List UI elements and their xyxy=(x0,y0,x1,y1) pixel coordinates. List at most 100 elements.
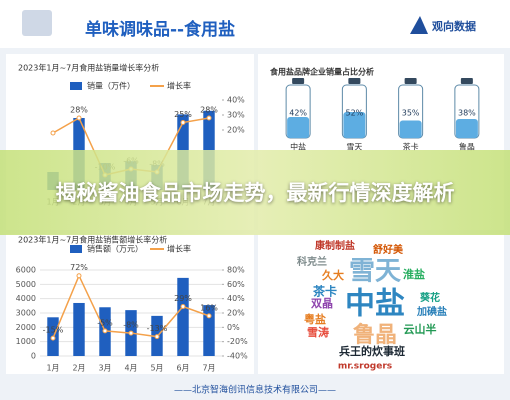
y-tick-label: 5000 xyxy=(16,280,36,289)
category-label: 雪天 xyxy=(346,143,362,152)
cloud-word: 科克兰 xyxy=(297,255,327,268)
legend-label: 销售额（万元） xyxy=(87,244,143,254)
y2-tick-label: -40% xyxy=(227,352,248,361)
bottle-cap xyxy=(292,78,305,84)
legend-label: 增长率 xyxy=(167,244,191,254)
bottle-fill xyxy=(287,117,310,138)
logo-text: 观向数据 xyxy=(432,19,476,33)
cloud-word: 兵王的炊事班 xyxy=(339,344,405,358)
cloud-word: 雪涛 xyxy=(307,325,329,339)
footer: ——北京智海创讯信息技术有限公司—— xyxy=(174,384,336,396)
cloud-word: 粤盐 xyxy=(304,312,326,326)
y-tick-label: 3000 xyxy=(16,309,36,318)
chart-title: 食用盐品牌企业销量占比分析 xyxy=(270,67,374,77)
line-point xyxy=(206,115,212,121)
cloud-word: 舒好美 xyxy=(373,243,404,256)
bottle-cap xyxy=(460,78,473,84)
y-tick-label: 1000 xyxy=(16,337,36,346)
line-point xyxy=(180,120,186,125)
data-label: 35% xyxy=(402,109,420,118)
data-label: 16% xyxy=(200,303,218,312)
cloud-word: 雪天 xyxy=(349,257,401,287)
x-tick-label: 2月 xyxy=(72,364,85,373)
data-label: -13% xyxy=(147,324,168,333)
chart-title: 2023年1月~7月食用盐销售额增长率分析 xyxy=(18,235,167,245)
data-label: 29% xyxy=(174,294,192,303)
chart-title: 2023年1月~7月食用盐销量增长率分析 xyxy=(18,63,159,73)
y-tick-label: 0 xyxy=(31,352,36,361)
cloud-word: 云山半 xyxy=(404,322,437,336)
logo-mark xyxy=(410,16,428,34)
legend-label: 销量（万件） xyxy=(87,81,135,91)
line-point xyxy=(50,130,56,136)
cloud-word: 葵花 xyxy=(420,291,440,304)
y2-tick-label: 40% xyxy=(227,294,245,303)
x-tick-label: 6月 xyxy=(176,364,189,373)
cloud-word: 茶卡 xyxy=(312,284,337,299)
cloud-word: 鲁晶 xyxy=(352,322,397,348)
banner-text: 揭秘酱油食品市场走势，最新行情深度解析 xyxy=(55,180,455,205)
data-label: 72% xyxy=(70,263,88,272)
y2-tick-label: -20% xyxy=(227,337,248,346)
y-tick-label: 4000 xyxy=(16,294,36,303)
data-label: -15% xyxy=(43,326,64,335)
y2-tick-label: 80% xyxy=(227,266,245,275)
data-label: -8% xyxy=(123,321,139,330)
header-title: 单味调味品--食用盐 xyxy=(85,19,235,40)
line-point xyxy=(76,273,82,279)
line-point xyxy=(128,330,134,336)
y-tick-label: 2000 xyxy=(16,323,36,332)
line-point xyxy=(206,313,212,319)
bottle-fill xyxy=(399,120,422,138)
cloud-word: 双晶 xyxy=(311,297,333,310)
cloud-word: 康制制盐 xyxy=(315,239,355,252)
bottle-fill xyxy=(455,119,478,138)
header-bg xyxy=(0,0,510,48)
y2-tick-label: 0% xyxy=(227,323,240,332)
legend-swatch xyxy=(70,245,82,253)
cloud-word: mr.srogers xyxy=(338,362,392,372)
data-label: 52% xyxy=(345,109,363,118)
category-label: 鲁晶 xyxy=(459,142,475,152)
bottle-cap xyxy=(404,78,417,84)
y2-tick-label: 60% xyxy=(227,280,245,289)
cloud-word: 中盐 xyxy=(345,287,405,322)
category-label: 中盐 xyxy=(290,142,306,152)
x-tick-label: 5月 xyxy=(150,364,163,373)
bar xyxy=(203,305,215,356)
data-label: 42% xyxy=(289,109,307,118)
y2-tick-label: 40% xyxy=(227,96,245,105)
category-label: 茶卡 xyxy=(403,142,419,152)
data-label: -5% xyxy=(97,318,113,327)
data-label: 28% xyxy=(200,106,218,115)
bar xyxy=(73,302,85,356)
line-point xyxy=(180,304,186,310)
bar xyxy=(177,277,189,356)
y2-tick-label: 30% xyxy=(227,111,245,120)
data-label: 28% xyxy=(70,106,88,115)
line-point xyxy=(76,115,82,121)
line-point xyxy=(154,334,160,340)
bottle-cap xyxy=(348,78,361,84)
header-icon xyxy=(22,10,52,36)
x-tick-label: 4月 xyxy=(124,364,137,373)
x-tick-label: 7月 xyxy=(202,364,215,373)
y-tick-label: 6000 xyxy=(16,266,36,275)
banner: 揭秘酱油食品市场走势，最新行情深度解析 xyxy=(0,150,510,235)
cloud-word: 淮盐 xyxy=(403,267,425,281)
legend-swatch xyxy=(70,82,82,90)
x-tick-label: 1月 xyxy=(46,364,59,373)
line-point xyxy=(50,335,56,341)
y2-tick-label: 20% xyxy=(227,309,245,318)
legend-label: 增长率 xyxy=(167,81,191,91)
panel xyxy=(258,234,504,374)
x-tick-label: 3月 xyxy=(98,364,111,373)
cloud-word: 加碘盐 xyxy=(416,305,447,318)
bottle-fill xyxy=(343,112,366,138)
data-label: 25% xyxy=(174,110,192,119)
line-point xyxy=(102,328,108,334)
y2-tick-label: 20% xyxy=(227,126,245,135)
data-label: 38% xyxy=(458,109,476,118)
cloud-word: 久大 xyxy=(322,268,344,282)
